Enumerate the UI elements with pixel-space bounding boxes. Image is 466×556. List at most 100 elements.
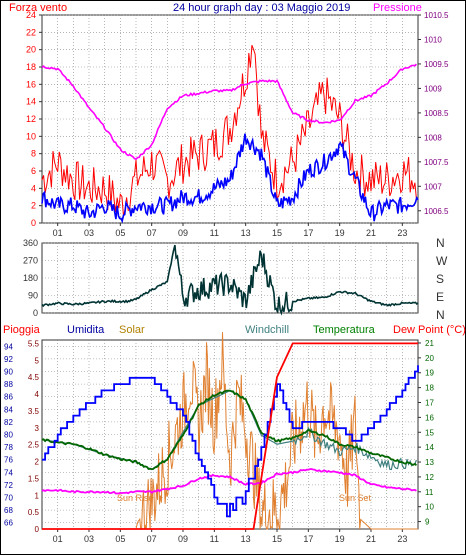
hour-tick-label: 15	[272, 534, 282, 544]
wind-direction-tick-label: 180	[23, 273, 38, 283]
hour-ticks-bottom: 01 03 05 07 09 11 13 15 17 19 21 23	[53, 534, 408, 544]
rain-tick-label: 5	[35, 356, 40, 365]
compass-label: N	[436, 236, 445, 250]
compass-label: N	[436, 308, 445, 322]
temperature-tick-label: 15	[425, 428, 434, 437]
rain-tick-label: 0.5	[28, 508, 40, 517]
hour-tick-label: 21	[366, 228, 376, 238]
hour-ticks: 01 03 05 07 09 11 13 15 17 19 21 23	[53, 228, 408, 238]
rain-label: Pioggia	[3, 324, 41, 336]
wind-speed-label: Forza vento	[9, 2, 67, 14]
wind-speed-tick-label: 24	[26, 10, 36, 20]
wind-pressure-grid	[39, 14, 421, 226]
pressure-tick-label: 1007	[424, 182, 442, 191]
sunset-annotation: Sun Set	[339, 493, 372, 503]
temperature-tick-label: 20	[425, 354, 434, 363]
hour-tick-label: 09	[178, 534, 188, 544]
pressure-tick-label: 1009	[424, 84, 442, 93]
temperature-tick-label: 21	[425, 339, 434, 348]
temperature-tick-label: 14	[425, 443, 434, 452]
rain-tick-label: 1.5	[28, 474, 40, 483]
wind-speed-tick-label: 10	[26, 131, 36, 141]
rain-tick-label: 1	[35, 491, 40, 500]
pressure-label: Pressione	[373, 2, 422, 14]
rain-line	[42, 342, 418, 530]
humidity-tick-label: 76	[4, 456, 13, 465]
wind-speed-tick-label: 22	[26, 27, 36, 37]
rain-tick-label: 0	[35, 525, 40, 534]
humidity-line	[42, 365, 419, 518]
hour-tick-label: 05	[115, 228, 125, 238]
wind-pressure-series	[41, 45, 419, 224]
pressure-tick-label: 1009.5	[424, 60, 449, 69]
wind-direction-tick-label: 360	[23, 238, 38, 248]
rain-ticks: 0 0.5 1 1.5 2 2.5 3 3.5 4 4.5 5 5.5	[28, 339, 40, 534]
hour-tick-label: 17	[303, 534, 313, 544]
humidity-tick-label: 94	[4, 342, 13, 351]
hour-tick-label: 05	[115, 534, 125, 544]
humidity-tick-label: 74	[4, 468, 13, 477]
hour-tick-label: 15	[272, 228, 282, 238]
temperature-tick-label: 17	[425, 399, 434, 408]
hour-tick-label: 11	[210, 534, 219, 544]
rain-tick-label: 4	[35, 390, 40, 399]
hour-tick-label: 07	[147, 228, 157, 238]
pressure-tick-label: 1010.5	[424, 11, 449, 20]
wind-speed-tick-label: 20	[26, 45, 36, 55]
pressure-ticks: 1006.5 1007 1007.5 1008 1008.5 1009 1009.5 1010…	[424, 11, 449, 216]
wind-speed-tick-label: 18	[26, 62, 36, 72]
hour-tick-label: 19	[335, 228, 345, 238]
hour-tick-label: 03	[84, 534, 94, 544]
wind-speed-tick-label: 14	[26, 97, 36, 107]
wind-pressure-plot-area	[41, 14, 419, 224]
temperature-line	[41, 389, 418, 471]
hour-tick-label: 01	[53, 228, 63, 238]
temperature-tick-label: 9	[425, 518, 430, 527]
pressure-tick-label: 1010	[424, 35, 442, 44]
temperature-tick-label: 12	[425, 473, 434, 482]
wind-direction-tick-label: 0	[33, 308, 38, 318]
humidity-tick-label: 72	[4, 481, 13, 490]
solar-label: Solar	[119, 324, 145, 336]
compass-label: W	[436, 254, 448, 268]
wind-gust-line	[41, 45, 417, 217]
humidity-tick-label: 68	[4, 506, 13, 515]
humidity-tick-label: 78	[4, 443, 13, 452]
hour-tick-label: 01	[53, 534, 63, 544]
temperature-series	[41, 332, 419, 530]
wind-speed-tick-label: 4	[31, 183, 36, 193]
rain-tick-label: 2.5	[28, 441, 40, 450]
pressure-tick-label: 1008	[424, 133, 442, 142]
pressure-tick-label: 1006.5	[424, 207, 449, 216]
temperature-tick-label: 18	[425, 384, 434, 393]
hour-tick-label: 19	[335, 534, 345, 544]
wind-direction-tick-label: 90	[28, 291, 38, 301]
dew-point-label: Dew Point (°C)	[393, 324, 466, 336]
compass-label: E	[436, 290, 444, 304]
wind-speed-tick-label: 6	[31, 166, 36, 176]
wind-speed-tick-label: 2	[31, 201, 36, 211]
hour-tick-label: 07	[147, 534, 157, 544]
rain-tick-label: 2	[35, 458, 40, 467]
humidity-tick-label: 84	[4, 405, 13, 414]
hour-tick-label: 17	[303, 228, 313, 238]
temperature-tick-label: 13	[425, 458, 434, 467]
rain-tick-label: 3	[35, 424, 40, 433]
humidity-label: Umidita	[67, 324, 105, 336]
humidity-tick-label: 70	[4, 494, 13, 503]
hour-tick-label: 21	[366, 534, 376, 544]
rain-tick-label: 3.5	[28, 407, 40, 416]
humidity-tick-label: 80	[4, 431, 13, 440]
hour-tick-label: 03	[84, 228, 94, 238]
pressure-tick-label: 1008.5	[424, 109, 449, 118]
humidity-tick-label: 92	[4, 355, 13, 364]
pressure-tick-label: 1007.5	[424, 158, 449, 167]
humidity-tick-label: 90	[4, 368, 13, 377]
pressure-line	[41, 63, 417, 161]
